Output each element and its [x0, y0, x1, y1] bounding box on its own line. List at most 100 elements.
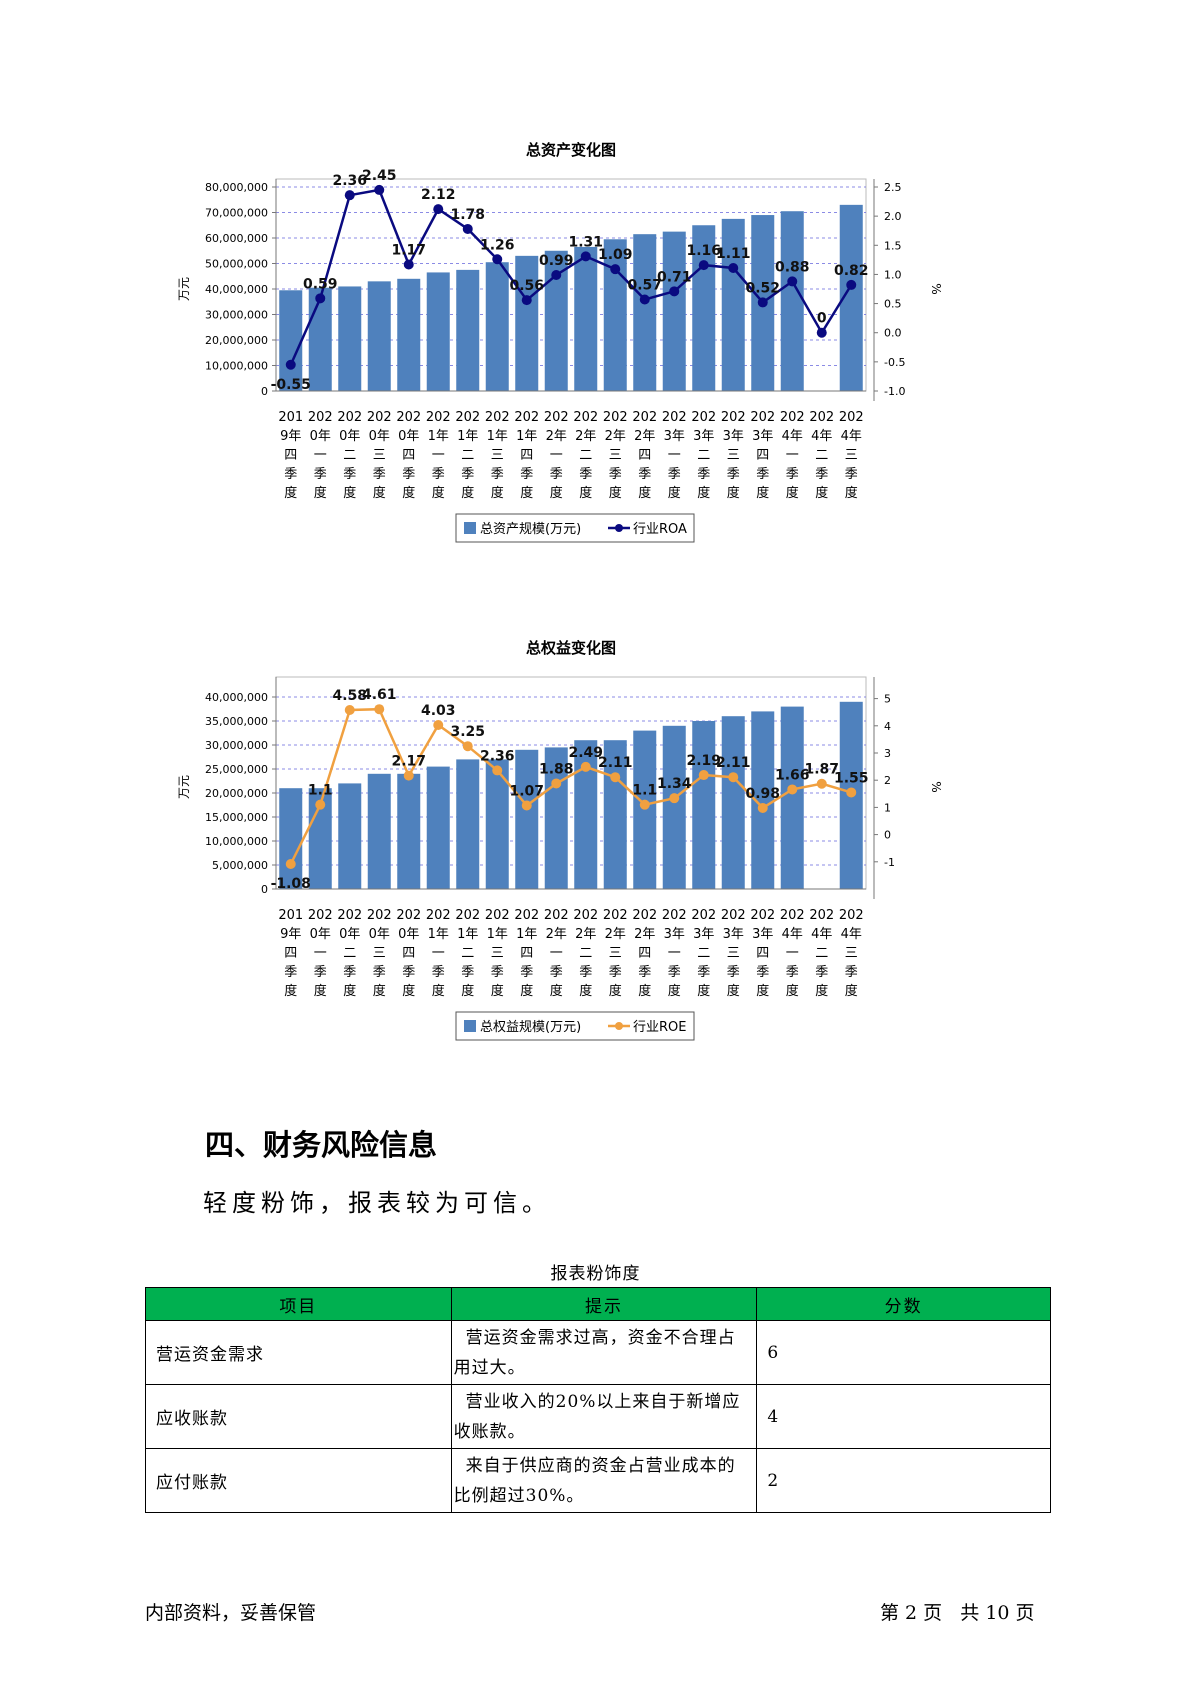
y-axis-label: 万元 — [177, 277, 191, 301]
footer-page-number: 第 2 页 共 10 页 — [880, 1602, 1035, 1624]
x-tick-label: 季 — [550, 467, 563, 482]
x-tick-label: 度 — [373, 983, 386, 999]
x-tick-label: 二 — [579, 448, 592, 463]
x-tick-label: 0年 — [339, 429, 360, 444]
line-point — [315, 293, 326, 304]
data-label: 1.09 — [598, 247, 633, 263]
line-point — [787, 276, 798, 287]
x-tick-label: 202 — [308, 410, 333, 425]
line-point — [728, 263, 739, 274]
y-tick-label: 20,000,000 — [205, 787, 268, 800]
data-label: 1.11 — [716, 246, 751, 262]
x-tick-label: 季 — [815, 965, 828, 980]
y2-tick-label: 0.0 — [884, 327, 902, 340]
x-tick-label: 202 — [750, 410, 775, 425]
x-tick-label: 度 — [314, 485, 327, 501]
line-point — [462, 741, 473, 752]
y2-tick-label: 1 — [884, 801, 891, 814]
data-label: 0.99 — [539, 253, 574, 269]
x-tick-label: 四 — [756, 448, 769, 463]
bar — [485, 262, 509, 391]
x-tick-label: 202 — [337, 410, 362, 425]
bar — [485, 759, 509, 889]
x-tick-label: 三 — [491, 448, 504, 463]
data-label: 1.87 — [804, 762, 839, 778]
x-tick-label: 季 — [402, 965, 415, 980]
bar — [721, 218, 745, 391]
x-tick-label: 度 — [697, 983, 710, 999]
y2-axis-label: % — [929, 283, 943, 294]
x-tick-label: 季 — [343, 467, 356, 482]
x-tick-label: 一 — [668, 946, 681, 961]
footer-confidential: 内部资料，妥善保管 — [145, 1602, 317, 1624]
bar — [574, 740, 598, 889]
data-label: 1.07 — [509, 783, 544, 799]
x-tick-label: 季 — [314, 467, 327, 482]
data-label: 4.58 — [332, 688, 367, 704]
x-tick-label: 4年 — [782, 429, 803, 444]
x-tick-label: 度 — [579, 485, 592, 501]
data-label: 2.12 — [421, 187, 456, 203]
x-tick-label: 4年 — [841, 927, 862, 942]
x-tick-label: 度 — [402, 485, 415, 501]
chart-svg: 总资产变化图 0 10,000,000 20,000,000 30,000,000 40,… — [177, 141, 943, 543]
x-tick-label: 度 — [343, 983, 356, 999]
bar — [603, 740, 627, 889]
x-tick-label: 度 — [491, 485, 504, 501]
legend — [455, 1011, 695, 1041]
x-tick-label: 度 — [491, 983, 504, 999]
line-point — [669, 286, 680, 297]
x-tick-label: 度 — [520, 983, 533, 999]
line-point — [374, 184, 385, 195]
x-tick-label: 202 — [337, 908, 362, 923]
x-tick-label: 季 — [609, 965, 622, 980]
x-tick-label: 202 — [691, 410, 716, 425]
x-tick-label: 度 — [756, 983, 769, 999]
legend — [455, 513, 695, 543]
x-tick-label: 202 — [367, 908, 392, 923]
table-caption: 报表粉饰度 — [550, 1264, 641, 1284]
x-tick-label: 202 — [721, 410, 746, 425]
line-point — [816, 778, 827, 789]
data-label: 1.17 — [391, 243, 426, 259]
x-tick-label: 0年 — [369, 927, 390, 942]
x-tick-label: 2年 — [605, 927, 626, 942]
x-tick-label: 季 — [550, 965, 563, 980]
section-text: 轻度粉饰，报表较为可信。 — [203, 1189, 551, 1217]
bar — [662, 231, 686, 391]
y-tick-label: 50,000,000 — [205, 258, 268, 271]
x-tick-label: 202 — [485, 908, 510, 923]
x-tick-label: 度 — [550, 485, 563, 501]
row-hint: 营运资金需求过高，资金不合理占用过大。 — [450, 1320, 758, 1385]
data-label: -0.55 — [271, 377, 311, 393]
legend-bar-swatch — [464, 522, 476, 534]
x-tick-label: 202 — [603, 410, 628, 425]
y-tick-label: 0 — [261, 385, 268, 398]
column-header-hint: 提示 — [450, 1287, 758, 1321]
x-tick-label: 度 — [845, 485, 858, 501]
line-point — [285, 858, 296, 869]
x-tick-label: 三 — [727, 448, 740, 463]
y2-axis-label: % — [929, 781, 943, 792]
y2-tick-label: 1.0 — [884, 268, 902, 281]
data-label: 4.61 — [362, 687, 397, 703]
x-tick-label: 2年 — [546, 927, 567, 942]
legend-line-marker — [615, 1022, 623, 1030]
x-tick-label: 度 — [697, 485, 710, 501]
x-tick-label: 季 — [314, 965, 327, 980]
x-tick-label: 二 — [697, 946, 710, 961]
table-row: 营运资金需求 营运资金需求过高，资金不合理占用过大。 6 — [145, 1320, 1051, 1385]
y2-tick-label: 0 — [884, 829, 891, 842]
x-tick-label: 度 — [786, 485, 799, 501]
data-label: 1.78 — [450, 207, 485, 223]
bar — [603, 239, 627, 391]
x-tick-label: 202 — [396, 410, 421, 425]
x-tick-label: 季 — [373, 965, 386, 980]
x-tick-label: 度 — [550, 983, 563, 999]
bar — [279, 788, 303, 889]
line-point — [610, 772, 621, 783]
x-tick-label: 一 — [550, 448, 563, 463]
line-point — [846, 279, 857, 290]
bar — [426, 272, 450, 391]
data-label: 0.71 — [657, 269, 692, 285]
